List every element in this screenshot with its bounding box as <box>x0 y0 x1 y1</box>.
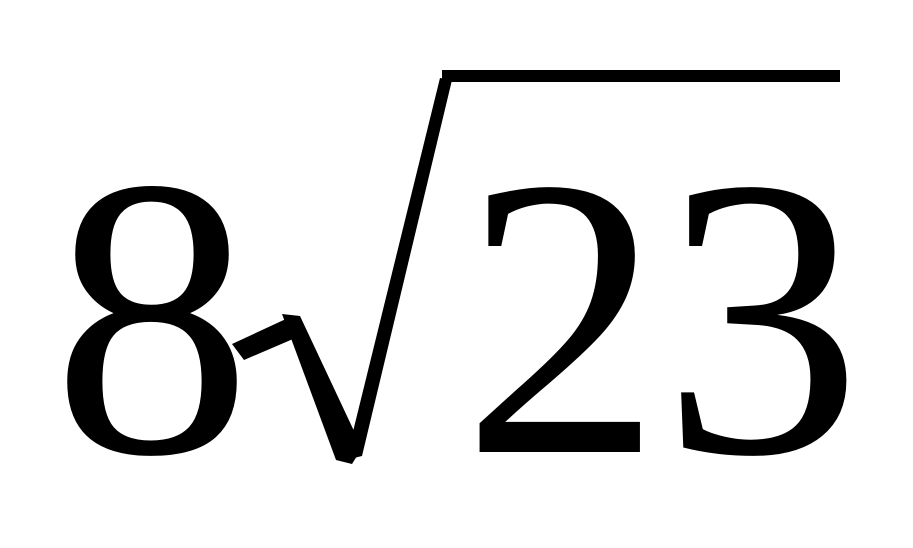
radical-downstroke <box>282 314 362 464</box>
coefficient: 8 <box>52 96 252 539</box>
radical-upstroke <box>346 78 452 460</box>
radical-vinculum <box>442 70 840 82</box>
radicand: 23 <box>462 96 862 539</box>
radical-tick <box>232 318 300 360</box>
